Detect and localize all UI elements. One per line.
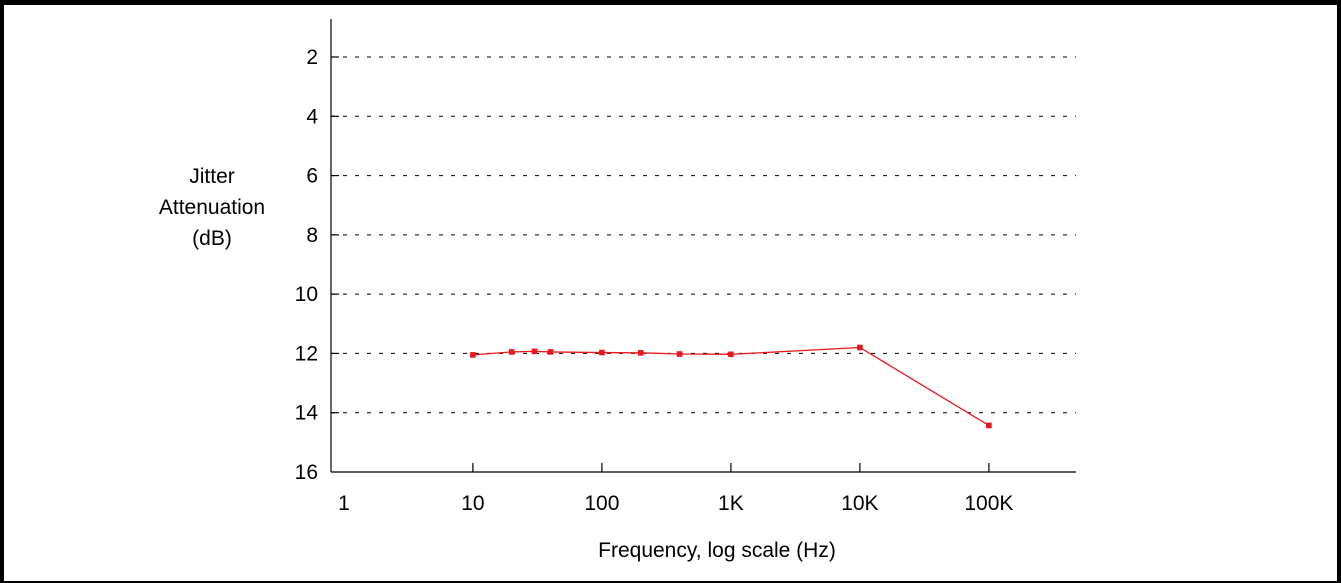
data-point bbox=[676, 351, 683, 357]
data-point bbox=[547, 349, 554, 355]
x-tick-label: 10 bbox=[461, 492, 484, 515]
grid-lines bbox=[331, 56, 1076, 472]
y-tick-label: 16 bbox=[295, 461, 318, 484]
y-axis-label: Jitter Attenuation (dB) bbox=[159, 165, 265, 250]
x-tick-label: 10K bbox=[841, 492, 878, 515]
x-tick-labels: 1 10 100 1K 10K 100K bbox=[338, 492, 1013, 515]
x-tick-label: 100K bbox=[964, 492, 1013, 515]
data-point bbox=[857, 344, 863, 351]
y-tick-label: 4 bbox=[306, 105, 318, 128]
series bbox=[470, 344, 992, 429]
y-tick-label: 2 bbox=[306, 46, 318, 69]
data-point bbox=[470, 352, 476, 358]
y-tick-labels: 2 4 6 8 10 12 14 16 bbox=[295, 46, 319, 484]
y-tick-label: 14 bbox=[295, 402, 319, 425]
data-point bbox=[508, 349, 515, 355]
y-axis-label-line: Attenuation bbox=[159, 196, 265, 219]
y-axis-label-line: Jitter bbox=[189, 165, 235, 188]
data-point bbox=[599, 349, 605, 356]
y-tick-label: 8 bbox=[306, 224, 318, 247]
x-tick-label: 100 bbox=[584, 492, 619, 515]
data-point bbox=[986, 422, 992, 429]
data-point bbox=[531, 348, 538, 355]
data-point bbox=[637, 350, 644, 356]
series-line bbox=[472, 346, 990, 427]
y-axis-label-line: (dB) bbox=[192, 227, 232, 250]
x-tick-label: 1K bbox=[718, 492, 744, 515]
y-tick-label: 10 bbox=[295, 283, 318, 306]
data-point bbox=[728, 351, 734, 358]
y-tick-label: 12 bbox=[295, 342, 318, 365]
x-tick-label: 1 bbox=[338, 492, 350, 515]
axes bbox=[330, 19, 1076, 473]
y-tick-label: 6 bbox=[306, 165, 318, 188]
x-axis-label: Frequency, log scale (Hz) bbox=[598, 539, 836, 562]
